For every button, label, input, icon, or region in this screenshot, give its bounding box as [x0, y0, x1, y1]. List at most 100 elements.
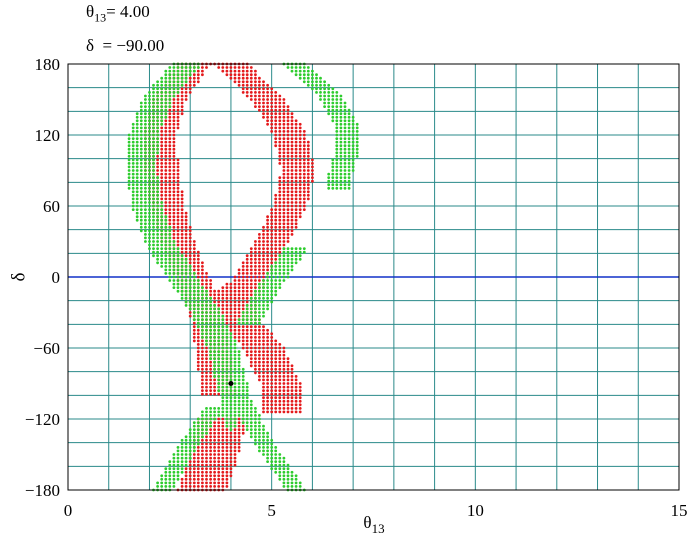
green-point [160, 229, 164, 233]
red-point [213, 289, 217, 293]
green-point [144, 190, 147, 194]
green-point [274, 467, 278, 471]
red-point [270, 87, 274, 91]
red-point [290, 204, 294, 208]
red-point [188, 91, 192, 94]
red-point [270, 353, 274, 357]
green-point [164, 69, 168, 73]
green-point [262, 449, 265, 453]
green-point [188, 431, 192, 435]
green-point [245, 307, 249, 311]
red-point [205, 272, 208, 275]
red-point [306, 172, 310, 176]
red-point [294, 179, 298, 183]
green-point [201, 314, 204, 318]
red-point [241, 268, 245, 272]
red-point [237, 300, 241, 304]
red-point [205, 485, 208, 488]
green-point [209, 304, 213, 307]
red-point [249, 360, 253, 364]
green-point [249, 318, 253, 321]
red-point [229, 321, 233, 325]
red-point [278, 193, 282, 197]
red-point [298, 158, 302, 162]
red-point [249, 76, 253, 80]
red-point [298, 392, 302, 396]
red-point [176, 211, 180, 215]
red-point [180, 193, 184, 197]
green-point [311, 76, 314, 80]
red-point [278, 158, 282, 162]
green-point [237, 396, 241, 400]
red-point [302, 162, 306, 165]
green-point [254, 414, 257, 417]
green-point [131, 126, 135, 130]
red-point [302, 201, 306, 204]
red-point [184, 229, 188, 233]
red-point [286, 382, 290, 385]
red-point [278, 343, 282, 346]
green-point [196, 417, 200, 421]
red-point [192, 257, 196, 261]
green-point [233, 343, 237, 346]
red-point [282, 137, 286, 141]
green-point [148, 112, 151, 116]
green-point [156, 485, 160, 488]
red-point [298, 211, 302, 215]
green-point [327, 98, 331, 101]
green-point [176, 257, 180, 261]
red-point [209, 286, 213, 289]
green-point [205, 407, 208, 410]
green-point [225, 336, 229, 339]
green-point [180, 254, 184, 258]
red-point [184, 83, 188, 87]
red-point [172, 105, 176, 108]
green-point [221, 407, 225, 410]
green-point [131, 130, 135, 133]
green-point [221, 346, 225, 350]
green-point [306, 73, 310, 77]
green-point [172, 243, 176, 247]
red-point [278, 147, 282, 151]
green-point [254, 300, 257, 304]
red-point [254, 80, 257, 84]
red-point [274, 91, 278, 94]
green-point [131, 154, 135, 158]
green-point [225, 399, 229, 403]
red-point [237, 446, 241, 449]
green-point [315, 73, 318, 77]
red-point [192, 460, 196, 463]
x-tick-label: 5 [267, 501, 276, 520]
red-point [180, 218, 184, 222]
red-point [180, 222, 184, 226]
green-point [343, 158, 347, 162]
green-point [225, 367, 229, 371]
green-point [164, 225, 168, 229]
green-point [347, 165, 351, 169]
green-point [209, 339, 213, 343]
green-point [148, 94, 151, 98]
red-point [172, 218, 176, 222]
red-point [302, 186, 306, 190]
green-point [319, 94, 322, 98]
green-point [339, 126, 343, 130]
red-point [294, 147, 298, 151]
green-point [245, 304, 249, 307]
green-point [233, 371, 237, 375]
green-point [245, 417, 249, 421]
green-point [286, 268, 290, 272]
green-point [339, 133, 343, 137]
green-point [160, 122, 164, 126]
green-point [152, 236, 155, 240]
red-point [168, 222, 172, 226]
red-point [233, 318, 237, 321]
red-point [278, 375, 282, 378]
red-point [278, 186, 282, 190]
green-point [274, 293, 278, 297]
red-point [188, 233, 192, 236]
red-point [201, 364, 204, 368]
red-point [196, 250, 200, 254]
red-point [270, 375, 274, 378]
red-point [201, 73, 204, 77]
green-point [347, 112, 351, 116]
